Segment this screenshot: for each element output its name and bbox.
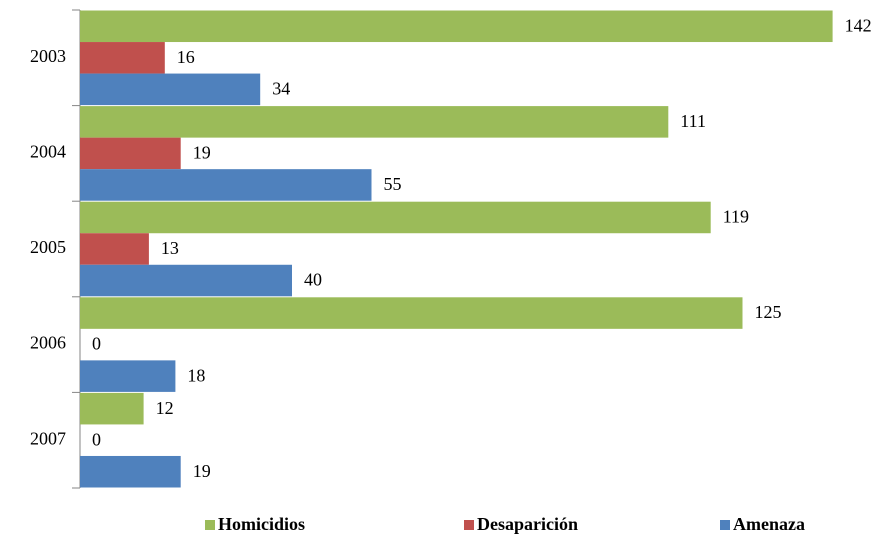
bar — [80, 392, 144, 425]
data-label: 12 — [156, 398, 174, 418]
legend-label: Amenaza — [733, 514, 805, 534]
data-label: 13 — [161, 238, 179, 258]
bar — [80, 106, 669, 138]
bar — [80, 297, 743, 329]
data-label: 40 — [304, 270, 322, 290]
data-label: 111 — [680, 111, 706, 131]
legend-swatch — [720, 520, 730, 530]
bar — [80, 73, 261, 106]
legend-label: Desaparición — [477, 514, 578, 534]
bar — [80, 169, 372, 201]
data-label: 142 — [845, 15, 872, 35]
data-label: 125 — [755, 302, 782, 322]
bar — [80, 42, 165, 74]
bar — [80, 264, 292, 297]
legend-swatch — [205, 520, 215, 530]
data-label: 119 — [723, 207, 749, 227]
legend-label: Homicidios — [218, 514, 305, 534]
bar — [80, 360, 176, 392]
bar — [80, 233, 149, 265]
data-label: 16 — [177, 47, 195, 67]
y-tick-label: 2004 — [30, 142, 66, 162]
bar — [80, 455, 181, 488]
data-label: 0 — [92, 334, 101, 354]
data-label: 18 — [187, 365, 205, 385]
data-label: 55 — [384, 174, 402, 194]
y-tick-label: 2006 — [30, 333, 66, 353]
y-tick-label: 2005 — [30, 237, 66, 257]
bar — [80, 137, 181, 170]
bar — [80, 201, 711, 234]
bar — [80, 10, 833, 43]
data-label: 0 — [92, 429, 101, 449]
y-tick-label: 2007 — [30, 428, 66, 448]
data-label: 19 — [193, 143, 211, 163]
y-tick-label: 2003 — [30, 46, 66, 66]
data-label: 19 — [193, 461, 211, 481]
legend-swatch — [464, 520, 474, 530]
data-label: 34 — [272, 78, 290, 98]
